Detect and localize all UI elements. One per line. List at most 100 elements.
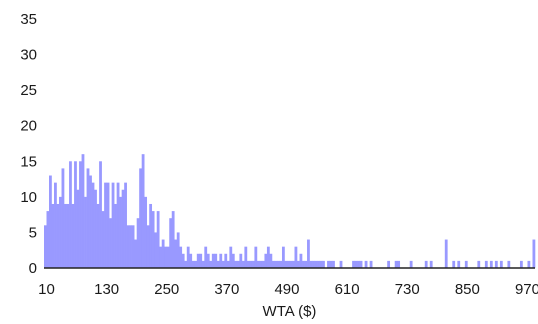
histogram-bar [236, 260, 240, 268]
y-tick-label: 10 [20, 189, 37, 206]
histogram-bar [134, 239, 137, 268]
histogram-bar [357, 260, 360, 268]
histogram-bar [261, 260, 265, 268]
histogram-bar [164, 246, 168, 268]
histogram-bar [189, 253, 193, 268]
histogram-bar [264, 253, 268, 268]
histogram-bar [507, 260, 511, 268]
histogram-bar [149, 203, 153, 268]
histogram-bar [527, 260, 531, 268]
histogram-bar [424, 260, 428, 268]
histogram-bar [91, 182, 95, 268]
histogram-bar [199, 253, 203, 268]
histogram-bar [229, 246, 233, 268]
histogram-bar [299, 253, 303, 268]
x-tick-label: 250 [154, 281, 179, 298]
y-tick-label: 25 [20, 82, 37, 99]
x-tick-label: 610 [335, 281, 360, 298]
histogram-bar [59, 196, 62, 268]
histogram-bar [224, 253, 228, 268]
histogram-bar [332, 260, 335, 268]
histogram-bar [144, 196, 148, 268]
histogram-bar [154, 232, 158, 268]
histogram-bar [54, 182, 57, 268]
histogram-bar [129, 225, 132, 268]
histogram-bar [219, 253, 223, 268]
x-tick-label: 370 [214, 281, 239, 298]
y-tick-label: 20 [20, 118, 37, 135]
histogram-bar [269, 253, 273, 268]
histogram-bar [294, 246, 298, 268]
histogram-bar [184, 260, 188, 268]
histogram-bar [114, 203, 117, 268]
histogram-bar [131, 225, 135, 268]
y-tick-label: 35 [20, 11, 37, 28]
x-tick-label: 730 [395, 281, 420, 298]
histogram-bar [307, 239, 310, 268]
histogram-bar [179, 246, 183, 268]
histogram-bar [241, 260, 245, 268]
histogram-bar [276, 260, 280, 268]
histogram-bar [234, 260, 238, 268]
histogram-bar [116, 182, 120, 268]
histogram-bar [121, 189, 125, 268]
y-tick-label: 15 [20, 153, 37, 170]
histogram-bar [79, 161, 82, 268]
histogram-bar [256, 260, 260, 268]
histogram-bar [254, 246, 258, 268]
histogram-bar [354, 260, 358, 268]
histogram-bar [74, 161, 77, 268]
histogram-bar [244, 246, 248, 268]
y-tick-labels: 0 5 10 15 20 25 30 35 [20, 11, 37, 277]
histogram-bar [211, 253, 215, 268]
histogram-bar [352, 260, 355, 268]
histogram-bar [96, 203, 100, 268]
histogram-bar [312, 260, 315, 268]
histogram-bar [169, 218, 173, 268]
histogram-bar [489, 260, 493, 268]
histogram-bar [76, 189, 80, 268]
histogram-bar [292, 260, 295, 268]
histogram-bar [274, 260, 278, 268]
histogram-bar [309, 260, 313, 268]
histogram-bar [206, 253, 210, 268]
histogram-bar [327, 260, 330, 268]
histogram-bar [141, 154, 145, 268]
histogram-bar [64, 203, 67, 268]
histogram-bar [81, 154, 85, 268]
histogram-bar [86, 168, 90, 268]
histogram-bar [259, 260, 263, 268]
histogram-bar [99, 161, 102, 268]
histogram-bar [289, 260, 293, 268]
histogram-bar [314, 260, 318, 268]
histogram-bar [194, 260, 198, 268]
histogram-bar [146, 225, 150, 268]
histogram-bar [322, 260, 325, 268]
histogram-bar [61, 168, 65, 268]
histogram-bar [494, 260, 498, 268]
histogram-bar [457, 260, 461, 268]
histogram-bar [499, 260, 503, 268]
histogram-bar [359, 260, 363, 268]
histogram-bar [286, 260, 290, 268]
histogram-bar [126, 225, 130, 268]
histogram-bar [239, 253, 243, 268]
histogram-bar [136, 218, 140, 268]
histogram-bar [297, 260, 300, 268]
histogram-bar [209, 260, 213, 268]
histogram-bar [364, 260, 368, 268]
histogram-bar [317, 260, 320, 268]
histogram-bar [409, 260, 413, 268]
histogram-bar [452, 260, 456, 268]
histogram-bar [156, 211, 160, 268]
histogram-bar [56, 203, 60, 268]
histogram-bar [171, 211, 175, 268]
histogram-bar [251, 260, 255, 268]
histogram-bar [181, 253, 185, 268]
histogram-bar [246, 260, 250, 268]
histogram-bar [66, 203, 70, 268]
histogram-bar [266, 246, 270, 268]
histogram-bar [279, 260, 283, 268]
histogram-bar [444, 239, 448, 268]
